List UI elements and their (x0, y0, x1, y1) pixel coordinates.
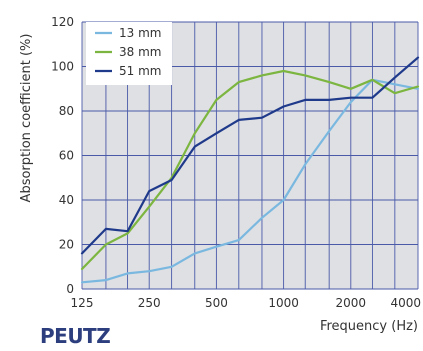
x-tick-label: 4000 (390, 296, 421, 310)
legend-label: 51 mm (119, 64, 161, 78)
series-line-13-mm (80, 78, 420, 284)
x-tick-label: 500 (205, 296, 228, 310)
x-axis-title: Frequency (Hz) (320, 319, 418, 334)
legend-label: 13 mm (119, 26, 161, 40)
y-tick-label: 120 (51, 15, 74, 29)
y-tick-label: 80 (59, 104, 74, 118)
y-tick-label: 40 (59, 193, 74, 207)
x-tick-label: 1000 (268, 296, 299, 310)
y-axis-title: Absorption coefficient (%) (19, 34, 34, 203)
y-tick-label: 0 (66, 282, 74, 296)
legend-label: 38 mm (119, 45, 161, 59)
x-tick-label: 125 (71, 296, 94, 310)
y-tick-label: 100 (51, 60, 74, 74)
tick-labels: 0 20 40 60 80 100 120 125 250 500 1000 2000 4000 (51, 15, 421, 310)
x-tick-label: 2000 (336, 296, 367, 310)
peutz-logo: PEUTZ (40, 324, 110, 348)
legend: 13 mm 38 mm 51 mm (86, 22, 172, 85)
series-line-38-mm (80, 69, 420, 271)
y-tick-label: 60 (59, 149, 74, 163)
y-tick-label: 20 (59, 238, 74, 252)
x-tick-label: 250 (138, 296, 161, 310)
series-line-51-mm (80, 56, 420, 255)
series-layer (80, 56, 420, 284)
